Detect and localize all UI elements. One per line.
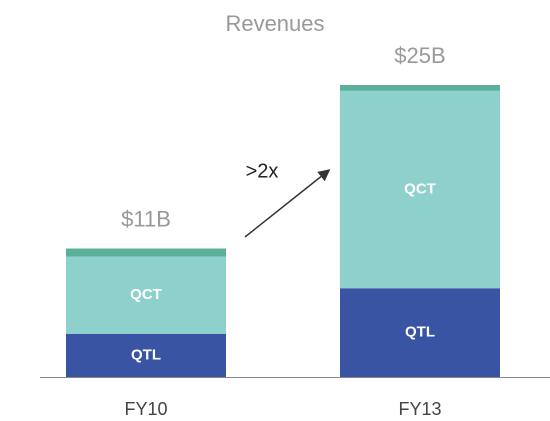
annotation: >2x bbox=[246, 160, 279, 182]
segment-label: QCT bbox=[130, 286, 162, 303]
bar-segment bbox=[66, 256, 226, 334]
bar-segment bbox=[66, 333, 226, 377]
bar-segment bbox=[340, 85, 500, 91]
chart-title: Revenues bbox=[225, 11, 324, 36]
bar-segment bbox=[66, 248, 226, 257]
growth-arrow bbox=[244, 169, 331, 238]
total-label: $25B bbox=[394, 43, 445, 68]
bar-segment bbox=[340, 288, 500, 377]
segment-label: QTL bbox=[131, 346, 161, 363]
total-label: $11B bbox=[121, 206, 171, 231]
segment-label: QCT bbox=[404, 181, 436, 198]
bar-segment bbox=[340, 90, 500, 289]
x-tick-label: FY10 bbox=[124, 399, 167, 419]
segment-label: QTL bbox=[405, 324, 435, 341]
x-tick-label: FY13 bbox=[398, 399, 441, 419]
